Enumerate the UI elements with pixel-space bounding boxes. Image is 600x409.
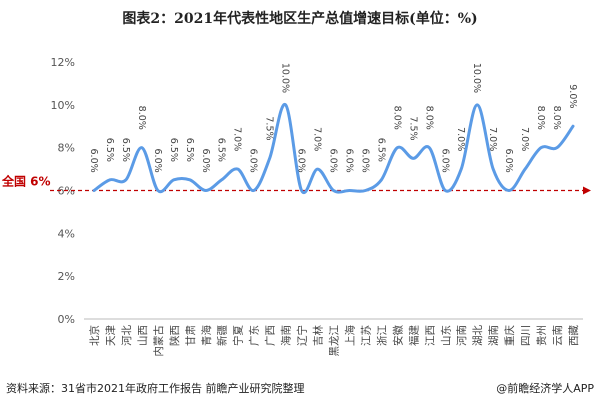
credit-note: @前瞻经济学人APP <box>496 382 594 395</box>
data-label: 6.0% <box>359 149 370 173</box>
x-tick-label: 甘肃 <box>184 325 197 346</box>
x-tick-label: 山东 <box>439 325 452 346</box>
x-tick-label: 内蒙古 <box>152 325 165 357</box>
data-label: 8.0% <box>423 106 434 130</box>
data-label: 7.0% <box>487 127 498 151</box>
x-tick-label: 福建 <box>407 325 420 346</box>
x-tick-label: 西藏 <box>568 325 580 346</box>
x-tick-label: 四川 <box>520 325 532 346</box>
source-note: 资料来源：31省市2021年政府工作报告 前瞻产业研究院整理 <box>6 382 305 395</box>
x-tick-label: 青海 <box>200 325 213 346</box>
data-label: 10.0% <box>471 63 482 93</box>
data-label: 6.0% <box>296 149 307 173</box>
data-label: 7.0% <box>519 127 530 151</box>
x-tick-label: 河南 <box>455 325 468 346</box>
x-tick-label: 浙江 <box>376 325 388 346</box>
data-label: 6.0% <box>328 149 339 173</box>
x-tick-label: 云南 <box>551 325 564 346</box>
data-label: 6.5% <box>184 138 195 162</box>
reference-arrow-icon <box>583 186 591 195</box>
x-tick-label: 广西 <box>265 325 277 346</box>
x-tick-label: 重庆 <box>503 325 516 346</box>
data-label: 10.0% <box>280 63 291 93</box>
data-label: 6.0% <box>88 149 99 173</box>
data-label: 8.0% <box>136 106 147 130</box>
x-tick-label: 吉林 <box>312 325 325 346</box>
data-label: 6.0% <box>152 149 163 173</box>
x-tick-label: 安徽 <box>391 325 404 346</box>
x-tick-label: 黑龙江 <box>328 325 341 357</box>
x-tick-label: 江苏 <box>359 325 372 346</box>
x-tick-label: 江西 <box>424 325 436 346</box>
y-tick-label: 4% <box>58 227 75 240</box>
series-line <box>92 103 575 195</box>
y-tick-label: 10% <box>51 99 75 112</box>
data-label: 6.0% <box>343 149 354 173</box>
y-tick-label: 0% <box>58 313 75 326</box>
data-label: 6.0% <box>248 149 259 173</box>
x-tick-label: 海南 <box>280 325 293 346</box>
data-label: 7.0% <box>232 127 243 151</box>
y-tick-label: 8% <box>58 142 75 155</box>
data-label: 6.0% <box>200 149 211 173</box>
data-label: 7.5% <box>264 116 275 140</box>
data-label: 6.5% <box>168 138 179 162</box>
data-label: 6.5% <box>120 138 131 162</box>
data-label: 6.0% <box>439 149 450 173</box>
y-tick-label: 12% <box>51 56 75 69</box>
y-tick-label: 2% <box>58 270 75 283</box>
x-tick-label: 广东 <box>248 325 261 346</box>
x-tick-label: 湖南 <box>487 325 500 346</box>
data-label: 6.5% <box>104 138 115 162</box>
data-label: 7.5% <box>407 116 418 140</box>
x-tick-label: 天津 <box>105 325 117 346</box>
chart-title: 图表2：2021年代表性地区生产总值增速目标(单位：%) <box>122 11 478 27</box>
reference-label: 全国 6% <box>1 174 51 189</box>
data-label: 6.5% <box>375 138 386 162</box>
x-tick-label: 湖北 <box>472 325 484 346</box>
x-tick-label: 河北 <box>121 325 133 346</box>
x-tick-label: 辽宁 <box>296 325 309 346</box>
x-tick-label: 宁夏 <box>232 325 245 346</box>
data-label: 7.0% <box>312 127 323 151</box>
x-tick-label: 上海 <box>343 325 356 346</box>
data-label: 9.0% <box>567 84 578 108</box>
x-tick-label: 山西 <box>137 325 149 346</box>
data-label: 8.0% <box>391 106 402 130</box>
data-label: 6.0% <box>503 149 514 173</box>
x-tick-label: 北京 <box>88 325 101 346</box>
data-label: 6.5% <box>216 138 227 162</box>
data-label: 7.0% <box>455 127 466 151</box>
x-tick-label: 贵州 <box>535 325 548 346</box>
data-label: 8.0% <box>535 106 546 130</box>
data-label: 8.0% <box>551 106 562 130</box>
x-tick-label: 新疆 <box>216 325 229 346</box>
x-tick-label: 陕西 <box>168 325 181 346</box>
